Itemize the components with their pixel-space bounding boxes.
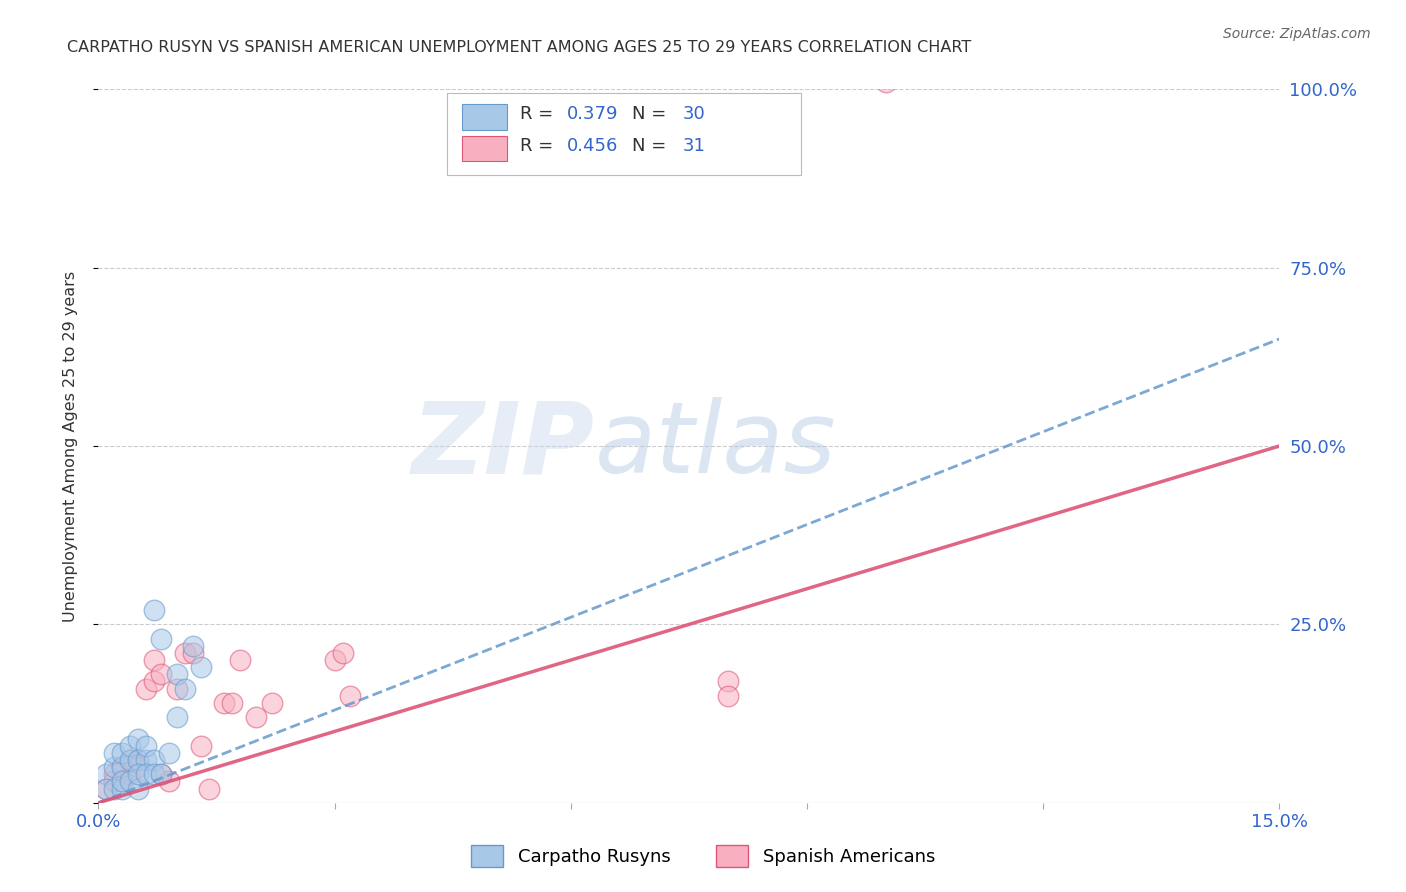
Point (111, 760, 134, 774)
Point (190, 660, 212, 674)
Point (174, 681, 197, 696)
Text: Source: ZipAtlas.com: Source: ZipAtlas.com (1223, 27, 1371, 41)
Text: N =: N = (633, 136, 672, 154)
Point (111, 781, 134, 796)
Point (111, 774, 134, 789)
Point (127, 760, 149, 774)
Point (875, 75, 897, 89)
Point (142, 753, 165, 767)
Point (150, 632, 173, 646)
Point (111, 760, 134, 774)
Point (135, 753, 157, 767)
Text: N =: N = (633, 105, 672, 123)
Point (142, 674, 165, 689)
Point (127, 767, 149, 781)
Legend: Carpatho Rusyns, Spanish Americans: Carpatho Rusyns, Spanish Americans (464, 838, 942, 874)
Point (103, 774, 125, 789)
Point (157, 774, 180, 789)
Point (174, 646, 197, 660)
Text: ZIP: ZIP (412, 398, 595, 494)
Point (181, 646, 204, 660)
Point (717, 689, 740, 703)
Text: 0.379: 0.379 (567, 105, 619, 123)
Point (157, 746, 180, 760)
Point (103, 781, 125, 796)
Point (166, 667, 188, 681)
Point (96, 767, 118, 781)
Point (135, 739, 157, 753)
Point (245, 710, 267, 724)
Point (96, 781, 118, 796)
Point (127, 731, 149, 746)
Point (103, 760, 125, 774)
Point (103, 746, 125, 760)
Point (127, 753, 149, 767)
Y-axis label: Unemployment Among Ages 25 to 29 years: Unemployment Among Ages 25 to 29 years (63, 270, 77, 622)
Point (214, 696, 236, 710)
Point (197, 781, 219, 796)
Point (166, 681, 188, 696)
Point (103, 767, 125, 781)
Text: R =: R = (520, 136, 560, 154)
Point (260, 696, 283, 710)
Point (323, 653, 346, 667)
Point (142, 767, 165, 781)
Text: R =: R = (520, 105, 560, 123)
Point (717, 674, 740, 689)
Point (150, 767, 173, 781)
Point (111, 774, 134, 789)
FancyBboxPatch shape (463, 104, 508, 130)
Point (96, 781, 118, 796)
Point (118, 774, 141, 789)
FancyBboxPatch shape (463, 136, 508, 161)
Point (118, 753, 141, 767)
Point (127, 753, 149, 767)
Point (142, 603, 165, 617)
Text: 31: 31 (683, 136, 706, 154)
Point (127, 781, 149, 796)
Text: atlas: atlas (595, 398, 837, 494)
Point (339, 689, 361, 703)
Point (229, 653, 252, 667)
Text: 30: 30 (683, 105, 706, 123)
Point (150, 767, 173, 781)
Point (332, 646, 354, 660)
Point (190, 739, 212, 753)
Text: CARPATHO RUSYN VS SPANISH AMERICAN UNEMPLOYMENT AMONG AGES 25 TO 29 YEARS CORREL: CARPATHO RUSYN VS SPANISH AMERICAN UNEMP… (67, 40, 972, 55)
Text: 0.456: 0.456 (567, 136, 619, 154)
Point (150, 667, 173, 681)
Point (118, 767, 141, 781)
Point (135, 681, 157, 696)
Point (166, 710, 188, 724)
Point (118, 753, 141, 767)
Point (118, 739, 141, 753)
Point (221, 696, 243, 710)
Point (111, 746, 134, 760)
FancyBboxPatch shape (447, 93, 801, 175)
Point (135, 767, 157, 781)
Point (142, 653, 165, 667)
Point (181, 639, 204, 653)
